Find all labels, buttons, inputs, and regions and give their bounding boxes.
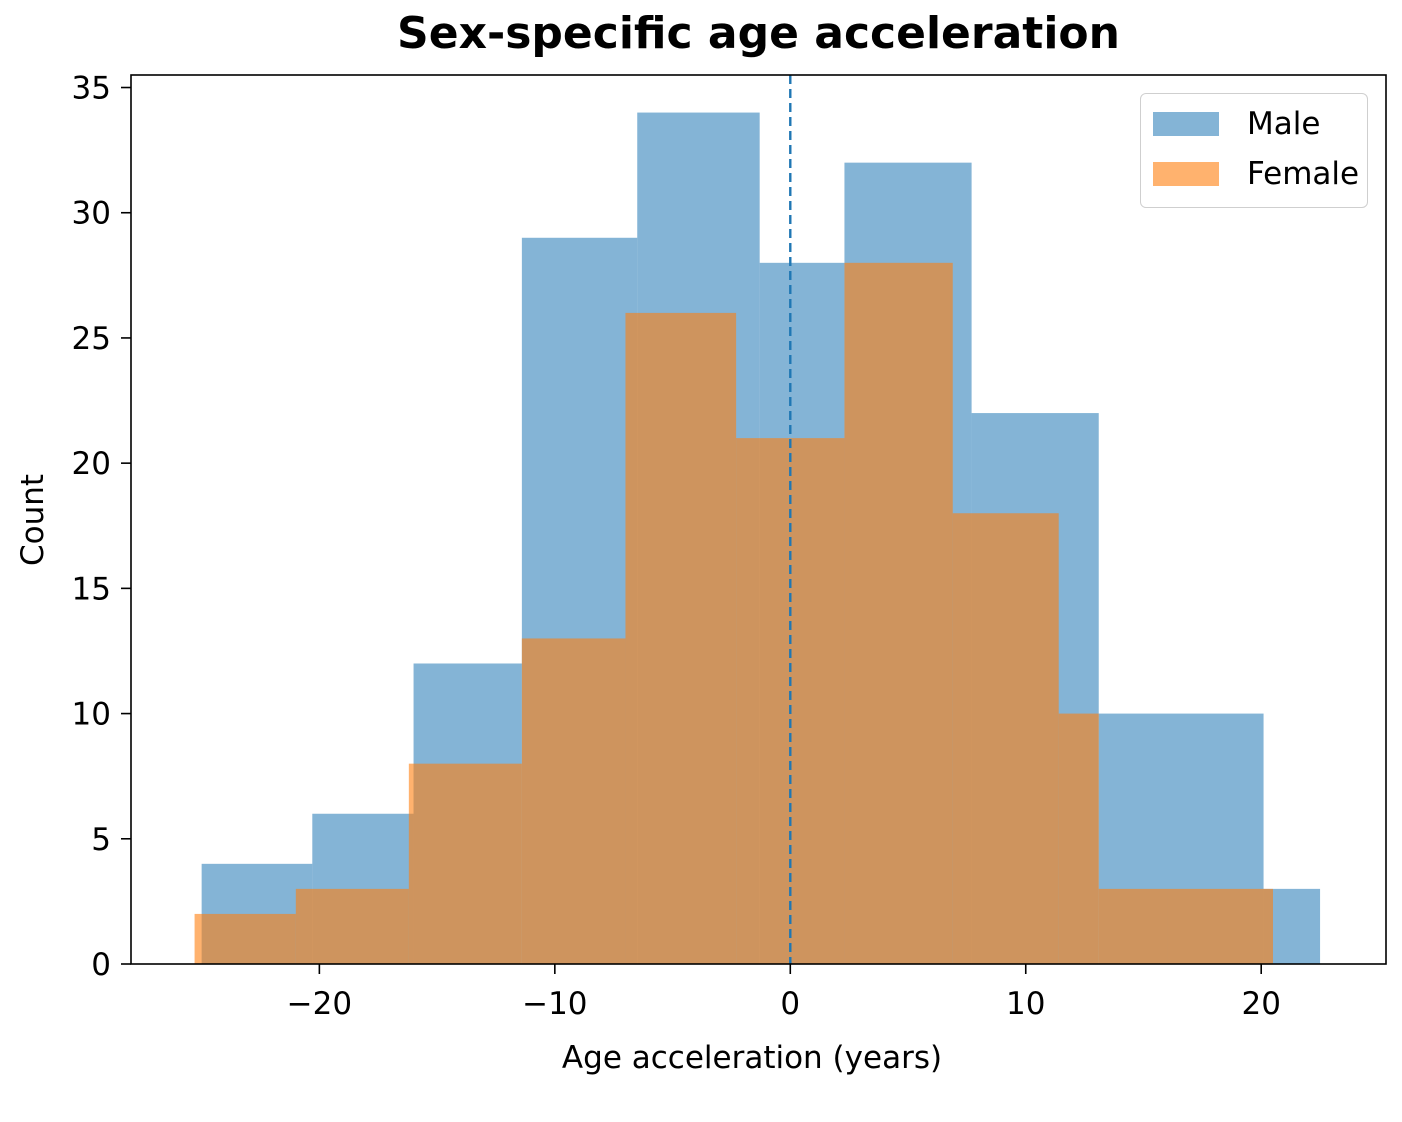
bar-male-9	[1263, 888, 1321, 964]
chart-title: Sex-specific age acceleration	[397, 8, 1120, 59]
bar-female-6	[844, 262, 953, 964]
bar-female-4	[625, 312, 737, 965]
y-tick-label: 20	[72, 446, 111, 482]
x-tick-label: 0	[780, 986, 800, 1022]
y-axis-ticks: 0 5 10 15 20 25 30 35	[72, 71, 131, 983]
y-tick-label: 25	[72, 321, 111, 357]
y-axis-label: Count	[15, 473, 51, 567]
legend: Male Female	[1140, 93, 1368, 208]
x-axis-label: Age acceleration (years)	[561, 1040, 943, 1076]
bar-female-7	[952, 513, 1059, 964]
bars-layer	[194, 112, 1321, 965]
bar-female-3	[521, 638, 626, 964]
bar-female-2	[408, 763, 522, 964]
legend-entry-male: Male	[1153, 106, 1321, 142]
legend-label-female: Female	[1247, 156, 1360, 192]
x-tick-label: −20	[287, 986, 352, 1022]
y-tick-label: 15	[72, 571, 111, 607]
y-tick-label: 30	[72, 196, 111, 232]
bar-female-8	[1058, 713, 1099, 964]
plot-frame	[130, 74, 1387, 965]
x-tick-label: 10	[1006, 986, 1045, 1022]
x-tick-label: 20	[1241, 986, 1280, 1022]
x-axis-ticks: −20 −10 0 10 20	[287, 964, 1281, 1022]
y-tick-label: 5	[91, 822, 111, 858]
legend-swatch-male	[1153, 112, 1219, 136]
y-tick-label: 35	[72, 71, 111, 107]
bar-female-9	[1098, 888, 1168, 964]
x-tick-label: −10	[522, 986, 587, 1022]
bar-female-10	[1167, 888, 1273, 964]
y-tick-label: 0	[91, 947, 111, 983]
legend-label-male: Male	[1247, 106, 1321, 142]
y-tick-label: 10	[72, 697, 111, 733]
bar-female-1	[295, 888, 409, 964]
legend-entry-female: Female	[1153, 156, 1360, 192]
legend-swatch-female	[1153, 162, 1219, 186]
bar-female-0	[194, 913, 296, 964]
